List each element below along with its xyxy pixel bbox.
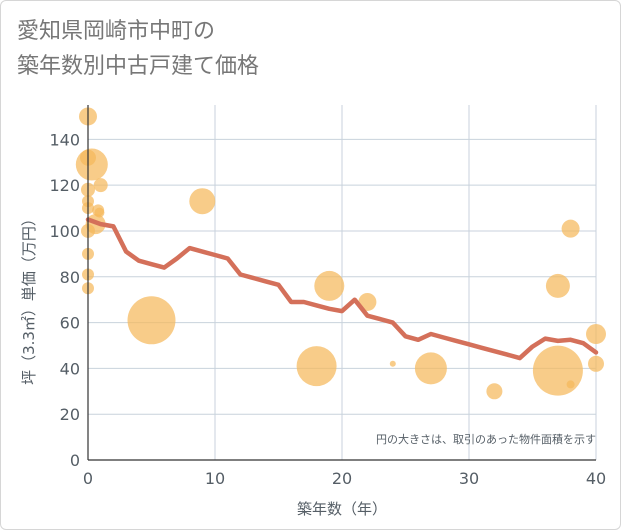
y-tick-label: 100: [49, 222, 80, 241]
y-tick-label: 0: [70, 451, 80, 470]
bubble: [75, 148, 108, 181]
bubble: [296, 346, 337, 387]
bubble: [586, 324, 606, 345]
bubble: [566, 380, 575, 389]
y-tick-label: 80: [60, 268, 80, 287]
bubble: [545, 273, 570, 298]
bubble: [93, 178, 108, 193]
bubble: [314, 270, 345, 301]
trend-line-group: [85, 217, 599, 361]
x-tick-label: 0: [83, 469, 93, 488]
y-axis-label: 坪（3.3㎡）単価（万円）: [20, 211, 38, 385]
bubble: [189, 188, 216, 215]
y-tick-label: 60: [60, 314, 80, 333]
y-tick-label: 20: [60, 405, 80, 424]
x-axis-label: 築年数（年）: [297, 500, 387, 518]
bubble: [486, 383, 503, 400]
bubble: [414, 352, 447, 385]
x-tick-label: 20: [332, 469, 352, 488]
x-tick-label: 10: [205, 469, 225, 488]
y-tick-label: 140: [49, 130, 80, 149]
chart-title: 愛知県岡崎市中町の 築年数別中古戸建て価格: [17, 14, 259, 84]
x-tick-label: 30: [459, 469, 479, 488]
y-tick-label: 40: [60, 359, 80, 378]
bubble: [127, 296, 176, 345]
bubble: [532, 345, 583, 396]
bubble: [588, 355, 604, 372]
bubble: [561, 219, 580, 238]
bubble: [389, 360, 396, 367]
trend-line: [85, 217, 599, 361]
axes: 0 10 20 30 40 0 20 40 60 80 100 120 140: [49, 105, 606, 488]
bubbles: [75, 107, 606, 400]
y-tick-label: 120: [49, 176, 80, 195]
title-line-1: 愛知県岡崎市中町の: [17, 19, 216, 44]
title-line-2: 築年数別中古戸建て価格: [17, 54, 260, 79]
x-tick-label: 40: [586, 469, 606, 488]
annotation-text: 円の大きさは、取引のあった物件面積を示す: [376, 432, 596, 446]
